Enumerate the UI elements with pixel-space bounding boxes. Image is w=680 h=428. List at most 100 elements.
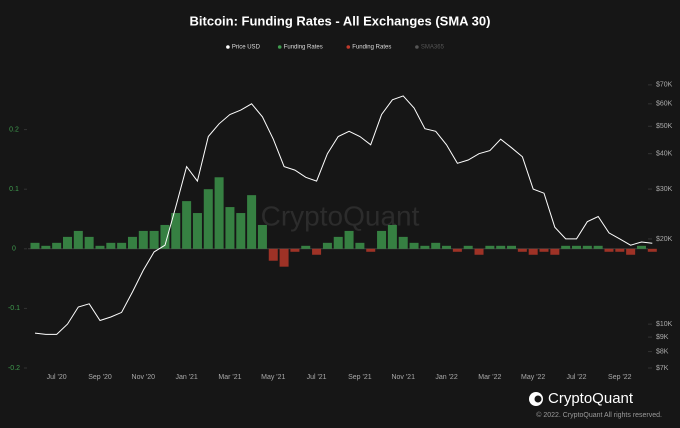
funding-bar [301,245,311,249]
y-tick-label: 0 [12,246,16,253]
funding-bar [30,242,40,249]
brand-logo [529,392,543,406]
y2-tick-label: $10K [656,321,673,328]
funding-bar [333,236,343,249]
funding-bar [420,245,430,249]
funding-bar [474,248,484,255]
funding-bar [377,230,387,249]
x-tick-label: Jul '20 [47,374,67,381]
funding-bar [517,248,527,252]
y-tick-label: 0.1 [9,186,19,193]
funding-bar [268,248,278,261]
funding-bar [257,224,267,249]
legend-swatch [346,45,351,49]
funding-bar [550,248,560,255]
copyright: © 2022. CryptoQuant All rights reserved. [536,411,662,419]
y2-tick-label: $20K [656,236,673,243]
funding-bar [203,189,213,249]
y2-tick-label: $40K [656,151,673,158]
funding-bar [561,245,571,249]
funding-bar [507,245,517,249]
x-tick-label: Nov '20 [132,374,156,381]
funding-bar [366,248,376,252]
funding-bar [117,242,127,249]
funding-bar [452,248,462,252]
funding-bar [387,224,397,249]
funding-bar [236,213,246,249]
funding-bar [626,248,636,255]
price-line [34,95,653,335]
funding-bar [225,207,235,249]
y2-tick-label: $50K [656,123,673,130]
y2-tick-label: $70K [656,82,673,89]
x-tick-label: Sep '21 [348,374,372,381]
funding-bar [138,230,148,249]
brand: CryptoQuant [548,390,634,407]
y2-tick-label: $8K [656,348,669,355]
x-tick-label: Jul '21 [307,374,327,381]
legend-swatch [226,45,230,49]
funding-bar [127,236,137,249]
funding-bar [636,245,646,249]
funding-bar [442,245,452,249]
funding-bar [604,248,614,252]
funding-bar [52,242,62,249]
x-tick-label: Jul '22 [566,374,586,381]
y2-tick-label: $60K [656,101,673,108]
funding-bar [214,177,224,249]
funding-bar [528,248,538,255]
funding-bar [247,195,257,249]
funding-bar [322,242,332,249]
funding-bar [182,201,192,249]
funding-bar [160,224,170,249]
x-tick-label: Mar '22 [478,374,501,381]
funding-bar [355,242,365,249]
funding-bar [409,242,419,249]
funding-bar [192,213,202,249]
y-tick-label: -0.1 [8,305,20,312]
funding-bar [572,245,581,249]
x-tick-label: May '22 [521,374,545,381]
funding-bar [615,248,625,252]
legend-swatch [415,45,419,49]
funding-bar [95,245,105,249]
y-tick-label: -0.2 [8,365,20,372]
funding-bar [41,245,51,249]
x-tick-label: May '21 [261,374,285,381]
legend-label: Price USD [232,45,261,51]
x-tick-label: Sep '20 [88,374,112,381]
funding-bar [431,242,441,249]
funding-bar [496,245,506,249]
x-tick-label: Nov '21 [391,374,415,381]
x-tick-label: Mar '21 [218,374,241,381]
chart-title: Bitcoin: Funding Rates - All Exchanges (… [190,13,491,28]
x-tick-label: Jan '22 [435,374,457,381]
funding-bar [171,213,181,249]
funding-bar [279,248,289,267]
funding-bar [312,248,322,255]
funding-bar [593,245,603,249]
funding-bar [149,230,159,249]
funding-bar [62,236,72,249]
funding-bar [106,242,116,249]
funding-bar [463,245,473,249]
funding-bar [344,230,354,249]
y-tick-label: 0.2 [9,126,19,133]
legend-label: Funding Rates [352,45,391,51]
funding-bar [582,245,592,249]
legend-label: SMA365 [421,45,445,51]
funding-bar [485,245,495,249]
legend: Price USD Funding Rates Funding Rates SMA36… [226,45,445,51]
funding-bar [290,248,300,252]
x-tick-label: Sep '22 [608,374,632,381]
legend-swatch [277,45,282,49]
x-tick-label: Jan '21 [175,374,197,381]
funding-bar [84,236,94,249]
funding-bar [398,236,408,249]
funding-bar [73,230,83,249]
legend-label: Funding Rates [284,45,323,51]
y2-tick-label: $9K [656,334,669,341]
funding-bar [539,248,549,252]
y2-tick-label: $7K [656,365,669,372]
